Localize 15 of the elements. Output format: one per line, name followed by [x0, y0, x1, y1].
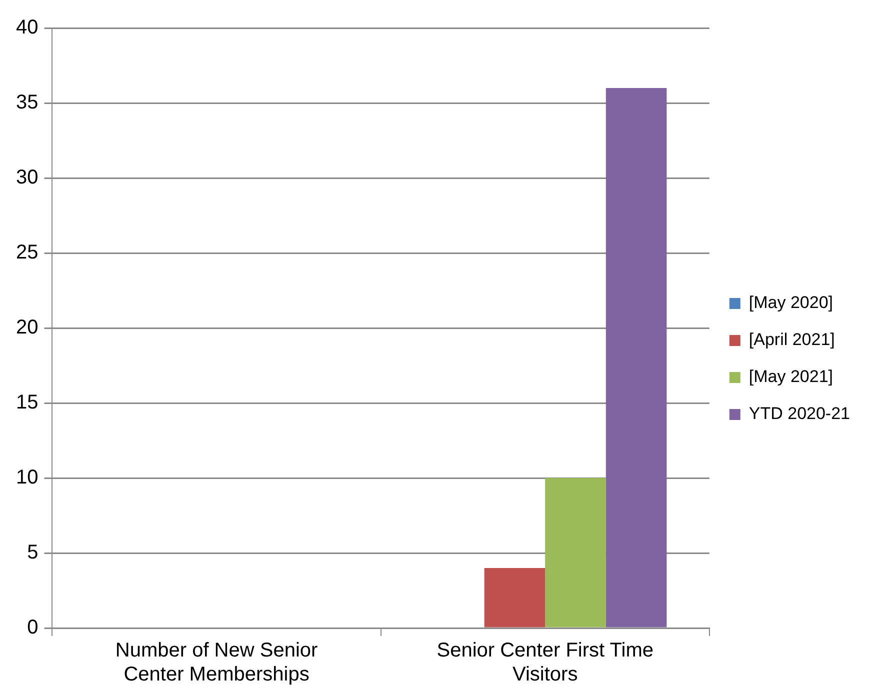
legend-label: [May 2020] [748, 293, 833, 312]
y-tick-label: 25 [16, 242, 38, 264]
y-tick-label: 10 [16, 466, 38, 489]
legend-label: YTD 2020-21 [748, 404, 850, 424]
y-tick-label: 35 [16, 92, 38, 114]
legend-label: [May 2021] [748, 367, 833, 386]
legend-label: [April 2021] [748, 330, 835, 350]
y-tick-label: 30 [16, 166, 38, 189]
x-tick-label: Number of New Senior Center Memberships [115, 640, 318, 686]
y-tick-label: 0 [27, 616, 38, 639]
y-tick-label: 5 [27, 542, 38, 564]
y-tick-label: 20 [16, 316, 38, 339]
y-tick-label: 15 [16, 392, 38, 414]
y-tick-label: 40 [16, 16, 38, 39]
x-tick-label: Senior Center First Time Visitors [436, 640, 654, 686]
